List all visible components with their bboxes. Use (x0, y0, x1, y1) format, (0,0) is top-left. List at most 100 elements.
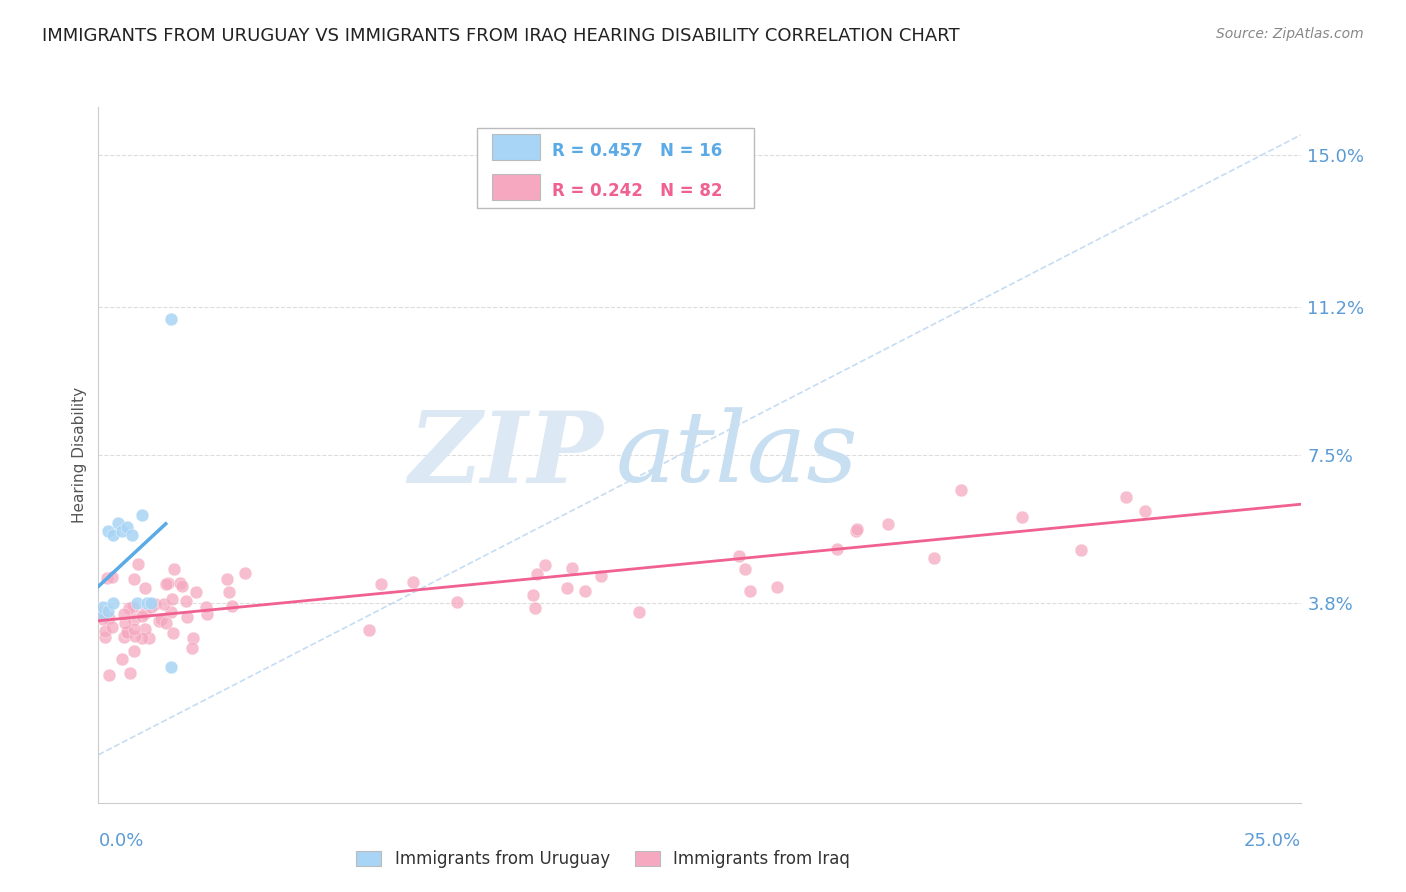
Point (131, 508, 153, 522)
Point (180, 641, 202, 656)
Point (155, 577, 177, 591)
Point (122, 572, 145, 586)
Point (117, 520, 139, 534)
Point (446, 594, 468, 608)
Point (112, 630, 135, 644)
Point (357, 623, 380, 637)
Point (738, 583, 761, 598)
Point (131, 632, 153, 646)
Point (728, 549, 751, 564)
Point (218, 584, 240, 599)
Point (221, 599, 243, 613)
Point (162, 626, 184, 640)
Point (91, 599, 114, 614)
Point (122, 612, 145, 626)
Point (114, 615, 136, 630)
Point (121, 528, 143, 542)
Point (163, 562, 186, 576)
Point (101, 620, 124, 634)
Point (134, 622, 156, 636)
Point (1133, 504, 1156, 518)
Point (112, 607, 135, 621)
Point (101, 596, 124, 610)
Point (98, 611, 121, 625)
Point (160, 605, 183, 619)
Point (125, 596, 148, 610)
Point (169, 576, 191, 591)
Point (138, 631, 160, 645)
Point (561, 561, 583, 575)
Legend: Immigrants from Uruguay, Immigrants from Iraq: Immigrants from Uruguay, Immigrants from… (350, 843, 856, 874)
Point (101, 528, 124, 542)
Point (96, 571, 118, 585)
Point (159, 660, 181, 674)
Point (121, 600, 143, 615)
Text: IMMIGRANTS FROM URUGUAY VS IMMIGRANTS FROM IRAQ HEARING DISABILITY CORRELATION C: IMMIGRANTS FROM URUGUAY VS IMMIGRANTS FR… (42, 27, 960, 45)
Point (118, 666, 141, 681)
Point (93, 624, 115, 638)
Text: Source: ZipAtlas.com: Source: ZipAtlas.com (1216, 27, 1364, 41)
Point (97, 604, 120, 618)
Text: R = 0.457   N = 16: R = 0.457 N = 16 (551, 142, 721, 160)
Point (1070, 543, 1092, 558)
Point (155, 615, 177, 630)
Point (94, 630, 117, 644)
Point (115, 625, 138, 640)
Point (156, 576, 179, 591)
Point (184, 585, 207, 599)
Point (845, 524, 868, 539)
Point (765, 580, 787, 594)
Point (150, 611, 173, 625)
Point (118, 600, 141, 615)
Point (131, 608, 153, 623)
Point (135, 596, 157, 610)
Point (574, 584, 596, 599)
Point (591, 568, 613, 582)
Point (153, 597, 176, 611)
Point (122, 643, 145, 657)
Point (101, 570, 124, 584)
Text: ZIP: ZIP (408, 407, 603, 503)
Text: 25.0%: 25.0% (1243, 832, 1301, 850)
Point (111, 524, 134, 538)
Point (107, 516, 129, 530)
Point (139, 599, 162, 614)
Point (134, 606, 156, 620)
Point (91, 605, 114, 619)
Point (922, 551, 945, 566)
Point (734, 562, 756, 576)
Y-axis label: Hearing Disability: Hearing Disability (72, 387, 87, 523)
Point (127, 557, 149, 571)
Point (148, 614, 170, 628)
Point (97, 524, 120, 538)
Point (141, 596, 163, 610)
Point (172, 579, 194, 593)
Point (825, 541, 848, 556)
Text: atlas: atlas (616, 408, 858, 502)
Point (181, 631, 204, 645)
Point (950, 483, 973, 498)
Point (1011, 509, 1033, 524)
Point (174, 594, 197, 608)
Text: 0.0%: 0.0% (98, 832, 143, 850)
Point (522, 587, 544, 601)
Point (124, 629, 146, 643)
FancyBboxPatch shape (492, 174, 540, 201)
Point (145, 597, 167, 611)
FancyBboxPatch shape (492, 135, 540, 161)
Point (877, 517, 900, 532)
Point (195, 607, 218, 622)
Point (533, 558, 555, 572)
Point (159, 312, 181, 326)
Point (115, 625, 138, 640)
Point (160, 592, 183, 607)
Point (110, 651, 132, 665)
Point (526, 566, 548, 581)
Point (91, 607, 114, 622)
Point (176, 609, 198, 624)
Point (233, 566, 256, 580)
Point (1115, 490, 1137, 504)
Point (370, 577, 392, 591)
Point (628, 606, 651, 620)
Point (401, 574, 423, 589)
